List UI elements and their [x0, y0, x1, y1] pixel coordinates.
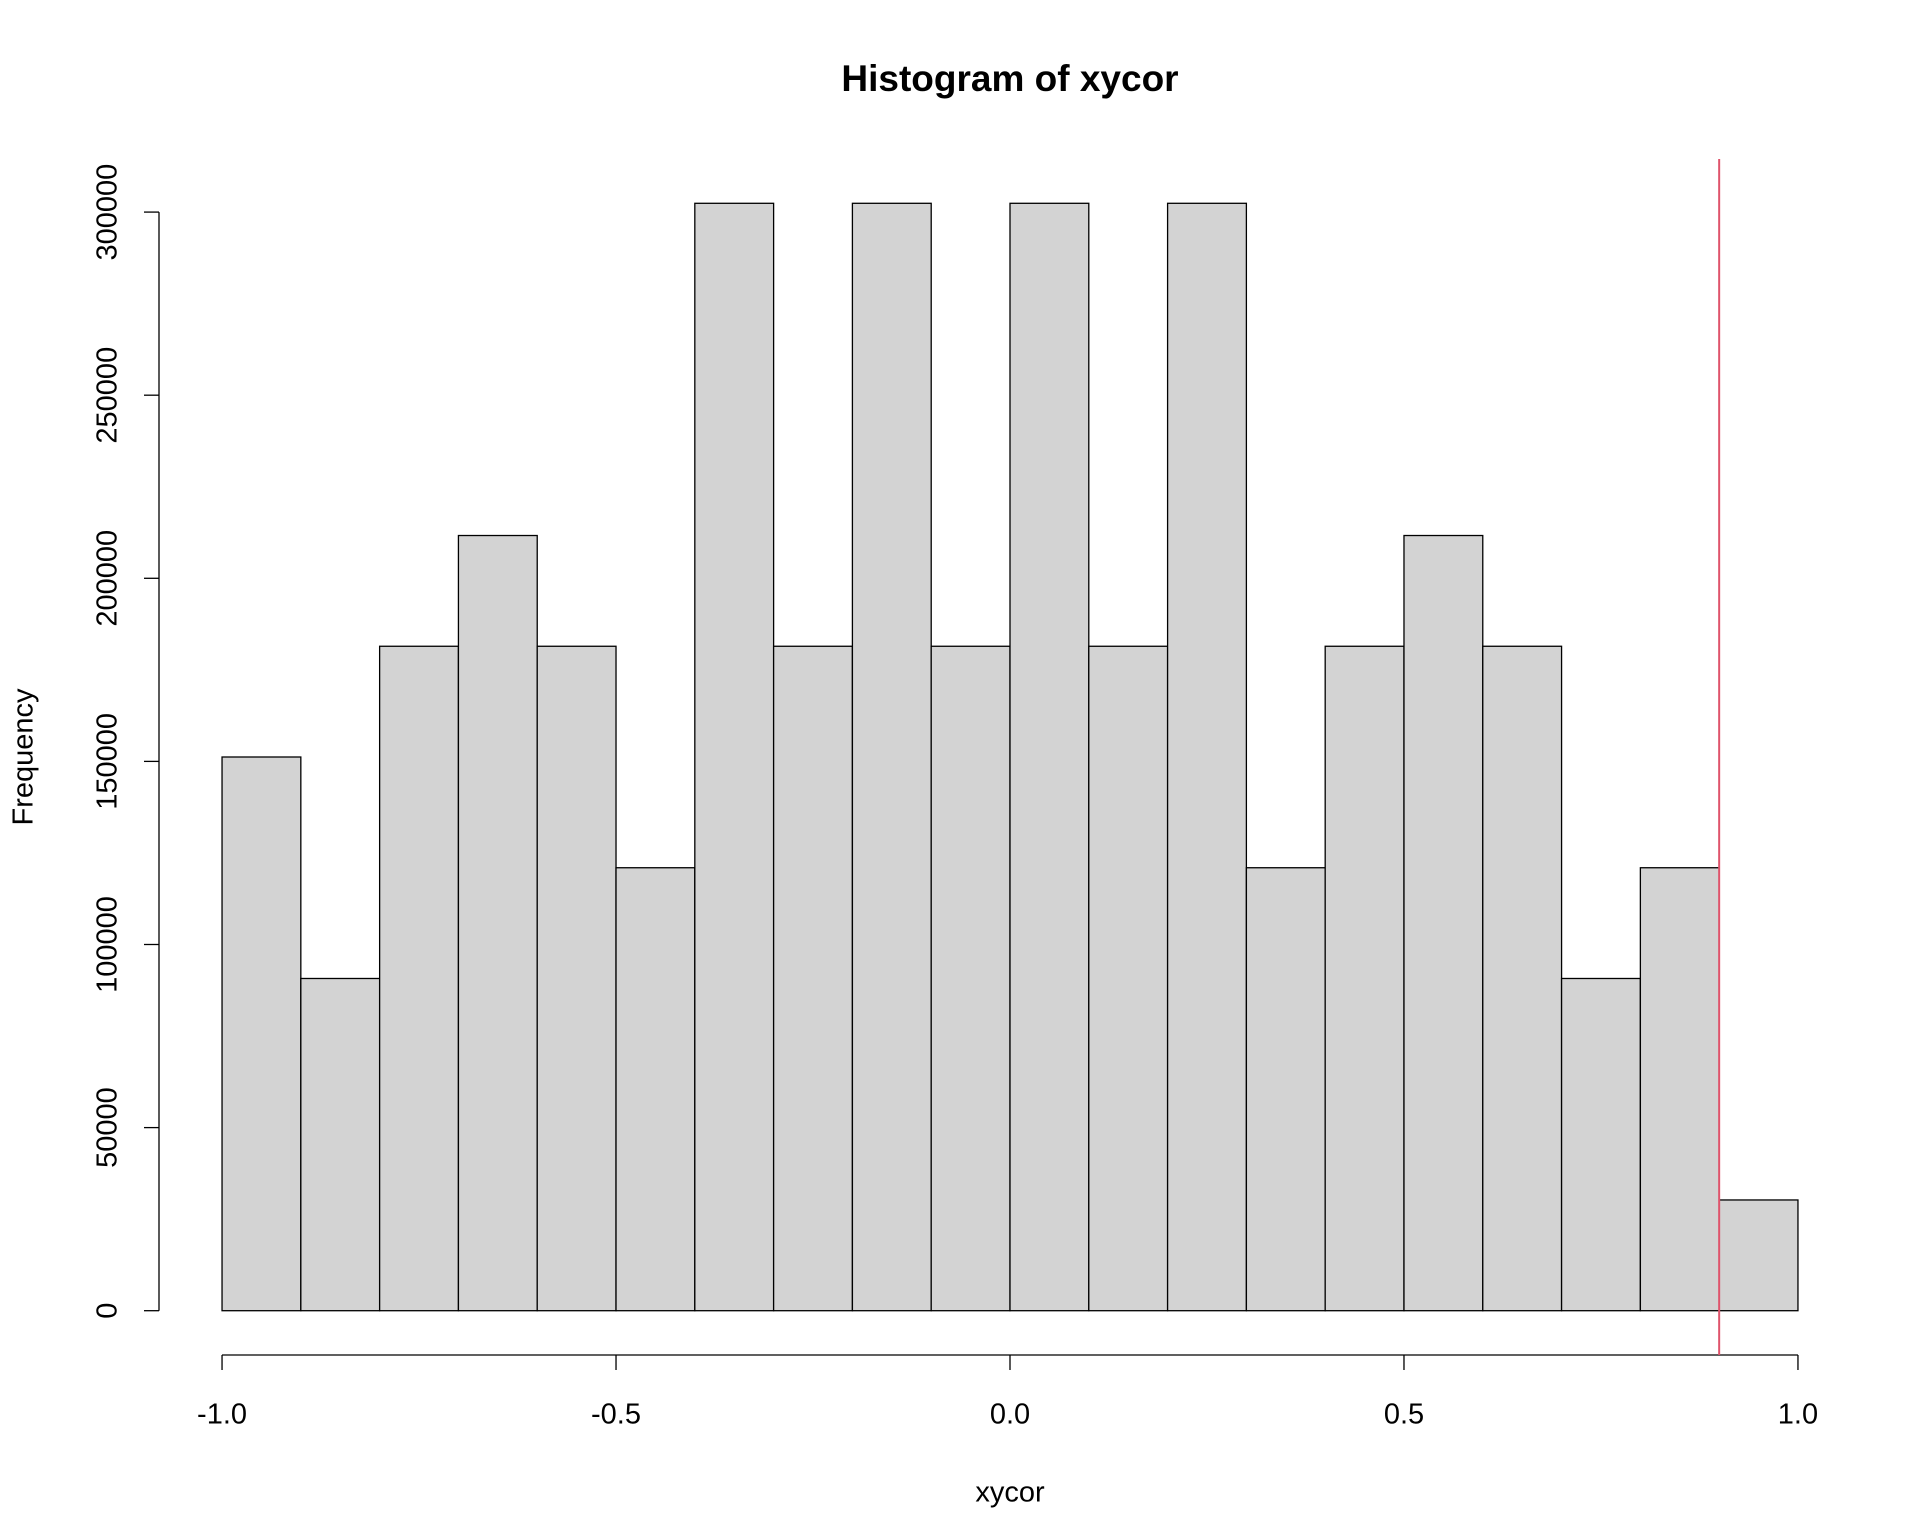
bar — [615, 867, 696, 1312]
x-axis-title: xycor — [975, 1477, 1045, 1509]
bar — [457, 534, 538, 1312]
bar — [1166, 202, 1248, 1312]
bar — [851, 202, 932, 1312]
x-tick-label: 0.0 — [990, 1399, 1030, 1431]
y-axis-title: Frequency — [8, 688, 40, 826]
y-tick-label: 50000 — [92, 1087, 124, 1168]
bar — [1482, 645, 1563, 1312]
bar — [1560, 977, 1642, 1312]
x-tick-label: 1.0 — [1778, 1399, 1818, 1431]
y-tick-label: 300000 — [92, 164, 124, 261]
bar — [930, 645, 1011, 1312]
bar — [1009, 202, 1090, 1312]
x-tick-label: -1.0 — [197, 1399, 247, 1431]
bar — [694, 202, 775, 1312]
bar — [300, 977, 381, 1312]
chart-title: Histogram of xycor — [841, 58, 1178, 99]
bar — [1245, 867, 1326, 1312]
bar — [772, 645, 854, 1312]
bar — [536, 645, 617, 1312]
bar — [1324, 645, 1405, 1312]
x-tick-label: -0.5 — [591, 1399, 641, 1431]
y-tick-label: 250000 — [92, 347, 124, 444]
bar — [1403, 534, 1484, 1312]
x-tick-label: 0.5 — [1384, 1399, 1424, 1431]
y-tick-label: 150000 — [92, 713, 124, 810]
y-tick-label: 0 — [92, 1303, 124, 1319]
bar — [1718, 1199, 1799, 1312]
bar — [221, 756, 302, 1312]
bar — [1639, 867, 1720, 1312]
y-tick-label: 100000 — [92, 896, 124, 993]
bar — [1088, 645, 1169, 1312]
y-tick-label: 200000 — [92, 530, 124, 627]
bar — [378, 645, 460, 1312]
